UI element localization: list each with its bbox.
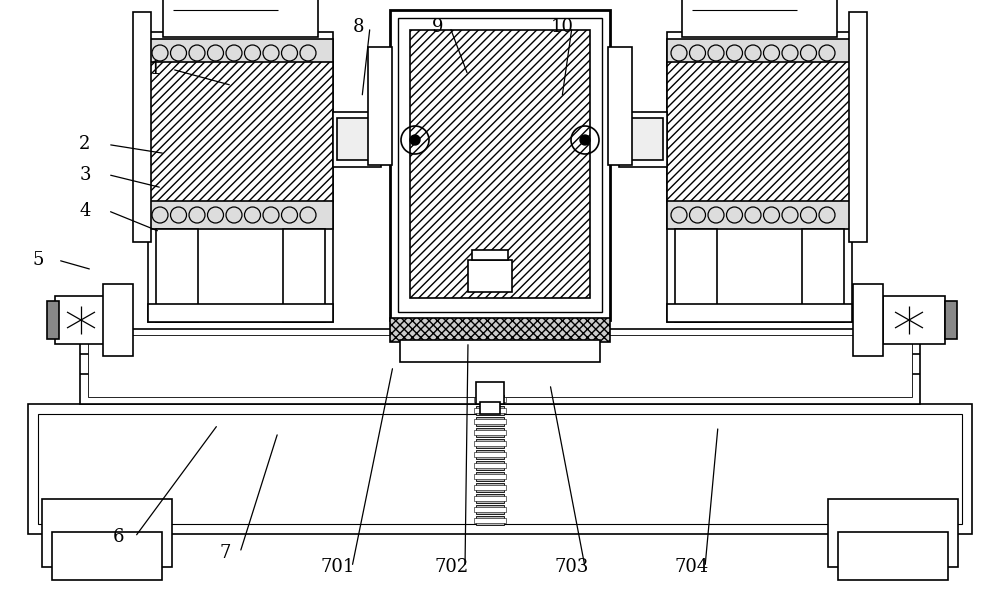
Bar: [398, 18, 602, 312]
Bar: [410, 30, 590, 298]
Bar: [476, 494, 504, 503]
Bar: [133, 12, 151, 242]
Bar: [945, 301, 957, 339]
Bar: [368, 47, 392, 165]
Text: 10: 10: [550, 18, 574, 36]
Bar: [883, 296, 945, 344]
Bar: [476, 505, 504, 514]
Text: 6: 6: [112, 528, 124, 546]
Bar: [474, 408, 506, 413]
Bar: [476, 472, 504, 481]
Bar: [476, 417, 504, 426]
Bar: [474, 441, 506, 446]
Bar: [476, 439, 504, 448]
Bar: [476, 483, 504, 492]
Bar: [103, 284, 133, 356]
Bar: [667, 32, 852, 322]
Bar: [608, 47, 632, 165]
Bar: [476, 395, 504, 404]
Bar: [476, 516, 504, 525]
Bar: [667, 62, 852, 202]
Bar: [148, 32, 333, 322]
Bar: [474, 419, 506, 424]
Bar: [283, 229, 325, 322]
Bar: [853, 284, 883, 356]
Bar: [80, 329, 920, 404]
Bar: [682, 0, 837, 37]
Bar: [38, 414, 962, 524]
Bar: [476, 428, 504, 437]
Text: 702: 702: [435, 558, 469, 576]
Bar: [476, 406, 504, 415]
Text: 9: 9: [432, 18, 444, 36]
Bar: [625, 118, 663, 160]
Bar: [474, 474, 506, 479]
Bar: [849, 12, 867, 242]
Bar: [333, 112, 381, 167]
Bar: [55, 296, 117, 344]
Bar: [667, 304, 852, 322]
Bar: [476, 450, 504, 459]
Bar: [667, 201, 852, 229]
Bar: [474, 518, 506, 523]
Bar: [148, 39, 333, 67]
Bar: [468, 260, 512, 292]
Bar: [828, 499, 958, 567]
Bar: [52, 532, 162, 580]
Bar: [337, 118, 375, 160]
Text: 7: 7: [219, 544, 231, 562]
Bar: [838, 532, 948, 580]
Bar: [802, 229, 844, 322]
Bar: [47, 301, 59, 339]
Text: 703: 703: [555, 558, 589, 576]
Bar: [480, 402, 500, 414]
Bar: [474, 463, 506, 468]
Bar: [675, 229, 717, 322]
Text: 3: 3: [79, 166, 91, 184]
Bar: [472, 250, 508, 260]
Bar: [474, 430, 506, 435]
Bar: [474, 496, 506, 501]
Text: 2: 2: [79, 135, 91, 154]
Text: 1: 1: [149, 60, 161, 78]
Text: 701: 701: [321, 558, 355, 576]
Bar: [42, 499, 172, 567]
Bar: [667, 39, 852, 67]
Bar: [390, 10, 610, 320]
Bar: [163, 0, 318, 37]
Bar: [148, 62, 333, 202]
Bar: [148, 201, 333, 229]
Bar: [88, 335, 912, 397]
Bar: [28, 404, 972, 534]
Bar: [390, 318, 610, 342]
Bar: [474, 452, 506, 457]
Text: 704: 704: [675, 558, 709, 576]
Bar: [148, 304, 333, 322]
Bar: [476, 461, 504, 470]
Circle shape: [580, 135, 590, 145]
Bar: [400, 340, 600, 362]
Text: 8: 8: [352, 18, 364, 36]
Bar: [619, 112, 667, 167]
Bar: [474, 397, 506, 402]
Text: 5: 5: [32, 251, 44, 269]
Bar: [476, 382, 504, 404]
Text: 4: 4: [79, 202, 91, 220]
Bar: [474, 507, 506, 512]
Bar: [474, 485, 506, 490]
Bar: [156, 229, 198, 322]
Circle shape: [410, 135, 420, 145]
